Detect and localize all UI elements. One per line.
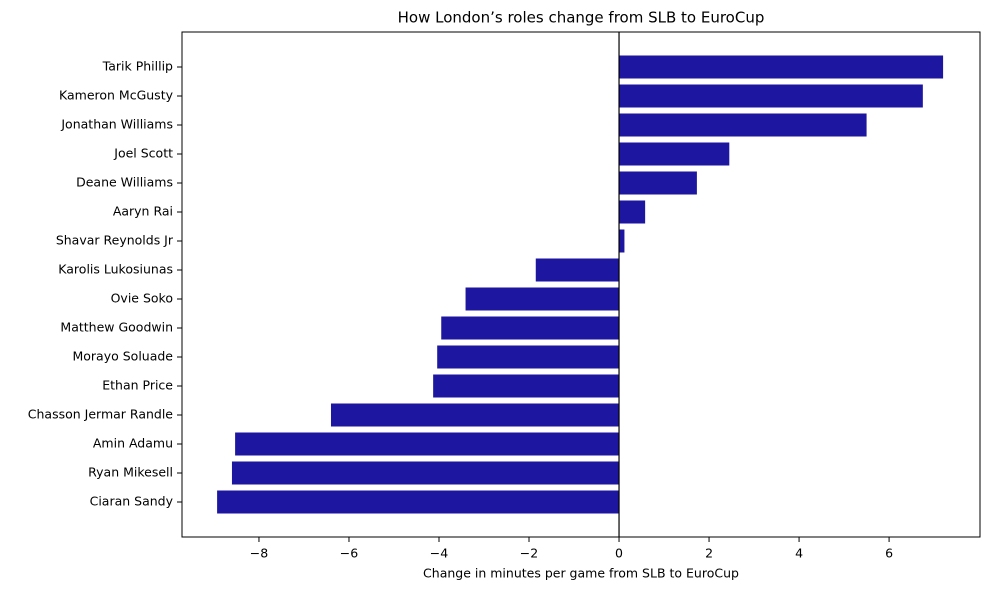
y-tick-label: Ethan Price bbox=[102, 378, 173, 393]
x-tick-label: 4 bbox=[795, 546, 803, 561]
y-tick-label: Shavar Reynolds Jr bbox=[56, 233, 174, 248]
plot-frame bbox=[181, 31, 981, 538]
bar bbox=[619, 84, 923, 108]
chart-title: How London’s roles change from SLB to Eu… bbox=[398, 9, 765, 27]
y-tick-label: Ovie Soko bbox=[111, 291, 173, 306]
x-tick-label: 6 bbox=[885, 546, 893, 561]
bar bbox=[330, 403, 620, 427]
y-tick-label: Matthew Goodwin bbox=[60, 320, 173, 335]
bar bbox=[619, 55, 944, 79]
y-tick-label: Tarik Phillip bbox=[102, 59, 173, 74]
x-tick-label: 0 bbox=[615, 546, 623, 561]
bar bbox=[433, 374, 620, 398]
bar bbox=[441, 316, 620, 340]
x-axis-label: Change in minutes per game from SLB to E… bbox=[423, 566, 739, 581]
y-tick-label: Kameron McGusty bbox=[59, 88, 174, 103]
x-tick-label: 2 bbox=[705, 546, 713, 561]
x-tick-label: −4 bbox=[430, 546, 448, 561]
bar bbox=[535, 258, 620, 282]
y-tick-label: Deane Williams bbox=[76, 175, 173, 190]
y-tick-label: Ryan Mikesell bbox=[88, 465, 173, 480]
y-tick-label: Ciaran Sandy bbox=[90, 494, 174, 509]
y-tick-label: Aaryn Rai bbox=[113, 204, 173, 219]
bar bbox=[437, 345, 620, 369]
bar bbox=[217, 490, 620, 514]
x-tick-label: −6 bbox=[340, 546, 358, 561]
y-tick-label: Amin Adamu bbox=[93, 436, 173, 451]
bar bbox=[619, 113, 867, 137]
y-tick-label: Joel Scott bbox=[113, 146, 173, 161]
x-tick-label: −2 bbox=[520, 546, 538, 561]
y-tick-label: Chasson Jermar Randle bbox=[28, 407, 174, 422]
y-tick-label: Jonathan Williams bbox=[60, 117, 173, 132]
bar bbox=[465, 287, 620, 311]
bar bbox=[619, 229, 625, 253]
bar bbox=[231, 461, 620, 485]
y-tick-label: Karolis Lukosiunas bbox=[58, 262, 173, 277]
x-tick-label: −8 bbox=[250, 546, 268, 561]
bar bbox=[619, 200, 646, 224]
bar bbox=[235, 432, 620, 456]
bar bbox=[619, 142, 730, 166]
y-tick-label: Morayo Soluade bbox=[72, 349, 173, 364]
bar bbox=[619, 171, 697, 195]
